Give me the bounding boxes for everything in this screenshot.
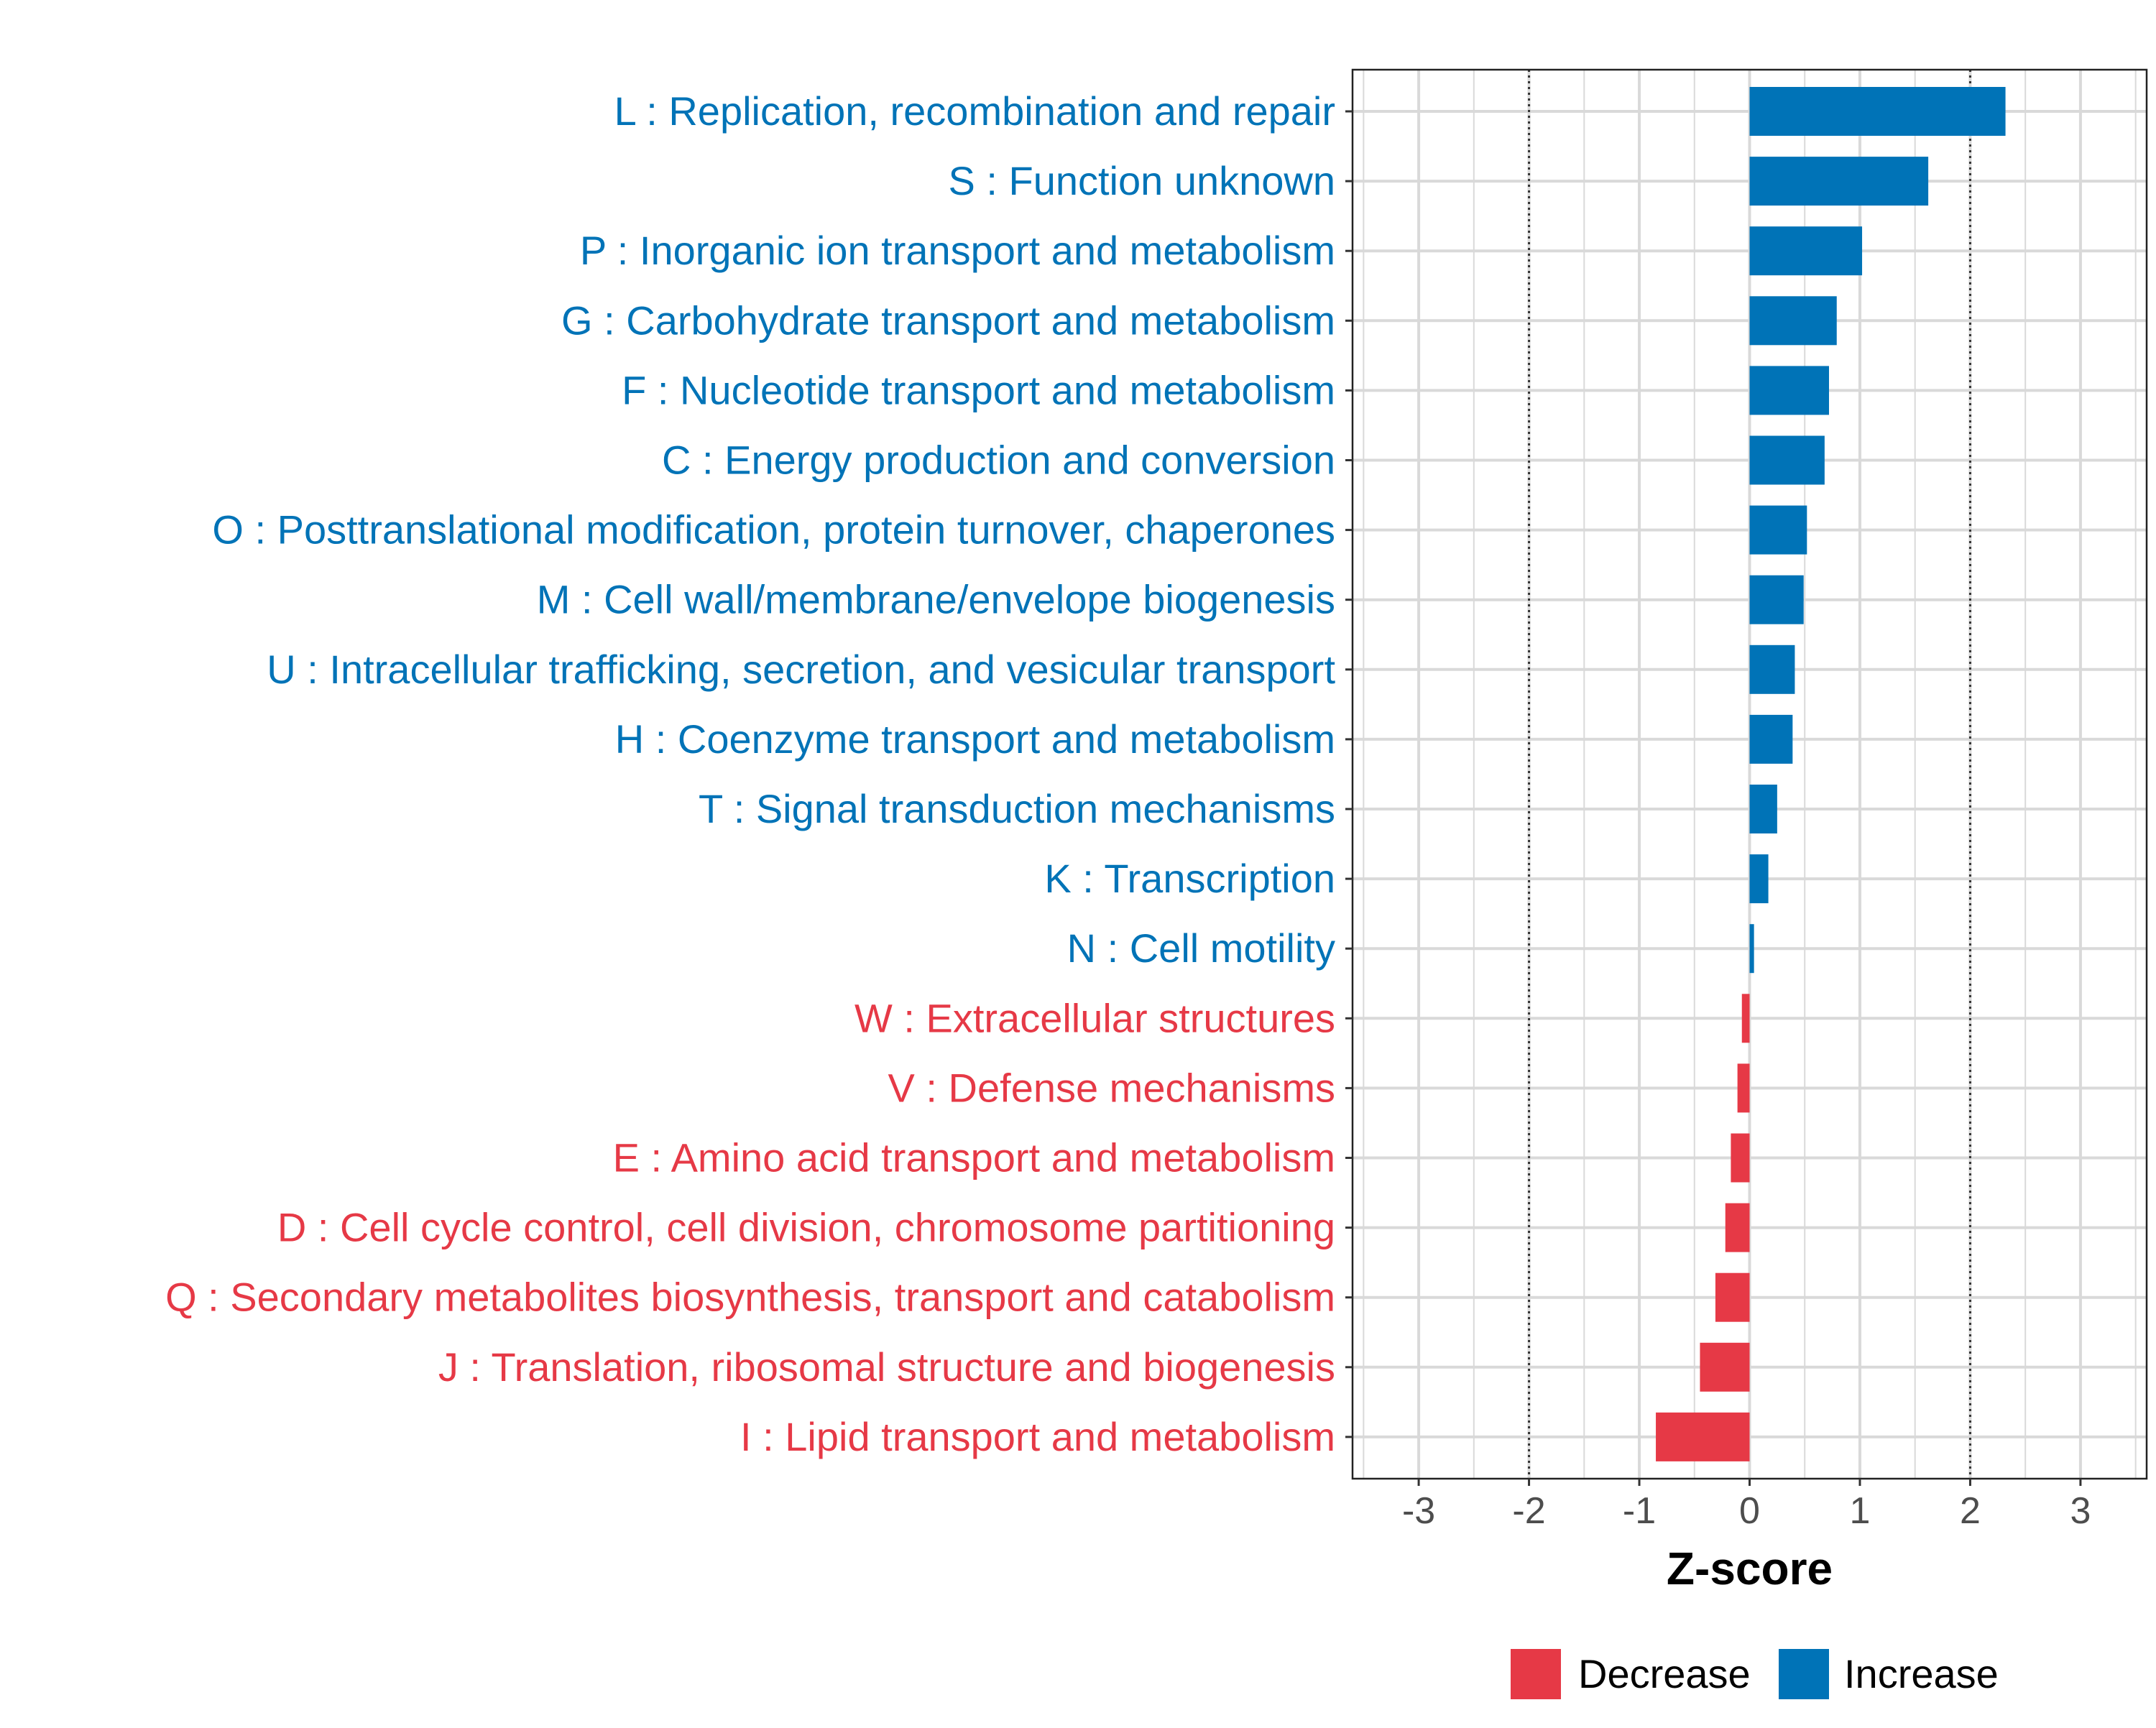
- bar-g: [1749, 296, 1837, 346]
- bar-u: [1749, 644, 1795, 694]
- legend: Decrease Increase: [1511, 1649, 1999, 1699]
- x-tick-label: -3: [1402, 1490, 1435, 1532]
- y-category-label: O : Posttranslational modification, prot…: [212, 507, 1335, 553]
- y-category-label: G : Carbohydrate transport and metabolis…: [561, 297, 1335, 343]
- bar-n: [1749, 924, 1754, 974]
- y-category-label: H : Coenzyme transport and metabolism: [615, 716, 1335, 762]
- x-axis-title: Z-score: [1667, 1543, 1833, 1594]
- y-category-label: D : Cell cycle control, cell division, c…: [277, 1205, 1335, 1250]
- y-category-label: N : Cell motility: [1067, 925, 1335, 971]
- bars: [1656, 87, 2006, 1461]
- y-category-label: Q : Secondary metabolites biosynthesis, …: [165, 1275, 1335, 1320]
- y-category-label: M : Cell wall/membrane/envelope biogenes…: [537, 577, 1335, 622]
- y-axis-ticks: [1345, 110, 1353, 1438]
- bar-w: [1741, 994, 1750, 1043]
- y-category-label: K : Transcription: [1044, 856, 1335, 901]
- y-category-label: W : Extracellular structures: [854, 995, 1335, 1040]
- x-tick-label: 1: [1850, 1490, 1871, 1532]
- legend-label-increase: Increase: [1844, 1651, 1999, 1696]
- bar-j: [1700, 1342, 1750, 1392]
- legend-swatch-decrease: [1511, 1649, 1561, 1699]
- bar-m: [1749, 575, 1804, 624]
- y-category-label: V : Defense mechanisms: [888, 1065, 1335, 1110]
- x-tick-label: -2: [1512, 1490, 1545, 1532]
- y-category-label: P : Inorganic ion transport and metaboli…: [580, 228, 1335, 273]
- y-category-label: E : Amino acid transport and metabolism: [613, 1135, 1335, 1181]
- bar-t: [1749, 785, 1777, 833]
- y-axis-category-labels: L : Replication, recombination and repai…: [165, 88, 1335, 1459]
- bar-c: [1749, 435, 1825, 485]
- x-tick-label: 2: [1960, 1490, 1981, 1532]
- bar-v: [1737, 1063, 1750, 1113]
- bar-l: [1749, 87, 2006, 136]
- x-tick-label: 0: [1739, 1490, 1760, 1532]
- y-category-label: J : Translation, ribosomal structure and…: [438, 1344, 1335, 1390]
- reference-lines: [1528, 70, 1971, 1479]
- bar-d: [1725, 1203, 1750, 1252]
- x-axis-ticks: -3 -2 -1 0 1 2 3: [1402, 1479, 2091, 1532]
- bar-s: [1749, 157, 1929, 206]
- bar-e: [1731, 1133, 1750, 1183]
- y-category-label: C : Energy production and conversion: [662, 438, 1335, 483]
- x-tick-label: -1: [1623, 1490, 1656, 1532]
- x-tick-label: 3: [2070, 1490, 2091, 1532]
- bar-h: [1749, 714, 1793, 764]
- bar-p: [1749, 226, 1863, 276]
- legend-swatch-increase: [1779, 1649, 1829, 1699]
- y-category-label: F : Nucleotide transport and metabolism: [622, 367, 1335, 412]
- y-category-label: U : Intracellular trafficking, secretion…: [267, 647, 1335, 692]
- bar-q: [1715, 1272, 1750, 1322]
- y-category-label: I : Lipid transport and metabolism: [740, 1414, 1335, 1459]
- bar-k: [1749, 854, 1769, 904]
- legend-label-decrease: Decrease: [1578, 1651, 1751, 1696]
- bar-f: [1749, 366, 1829, 415]
- bar-o: [1749, 505, 1807, 555]
- y-category-label: T : Signal transduction mechanisms: [699, 786, 1335, 831]
- y-category-label: L : Replication, recombination and repai…: [614, 88, 1335, 134]
- y-category-label: S : Function unknown: [948, 158, 1335, 203]
- bar-i: [1656, 1412, 1750, 1461]
